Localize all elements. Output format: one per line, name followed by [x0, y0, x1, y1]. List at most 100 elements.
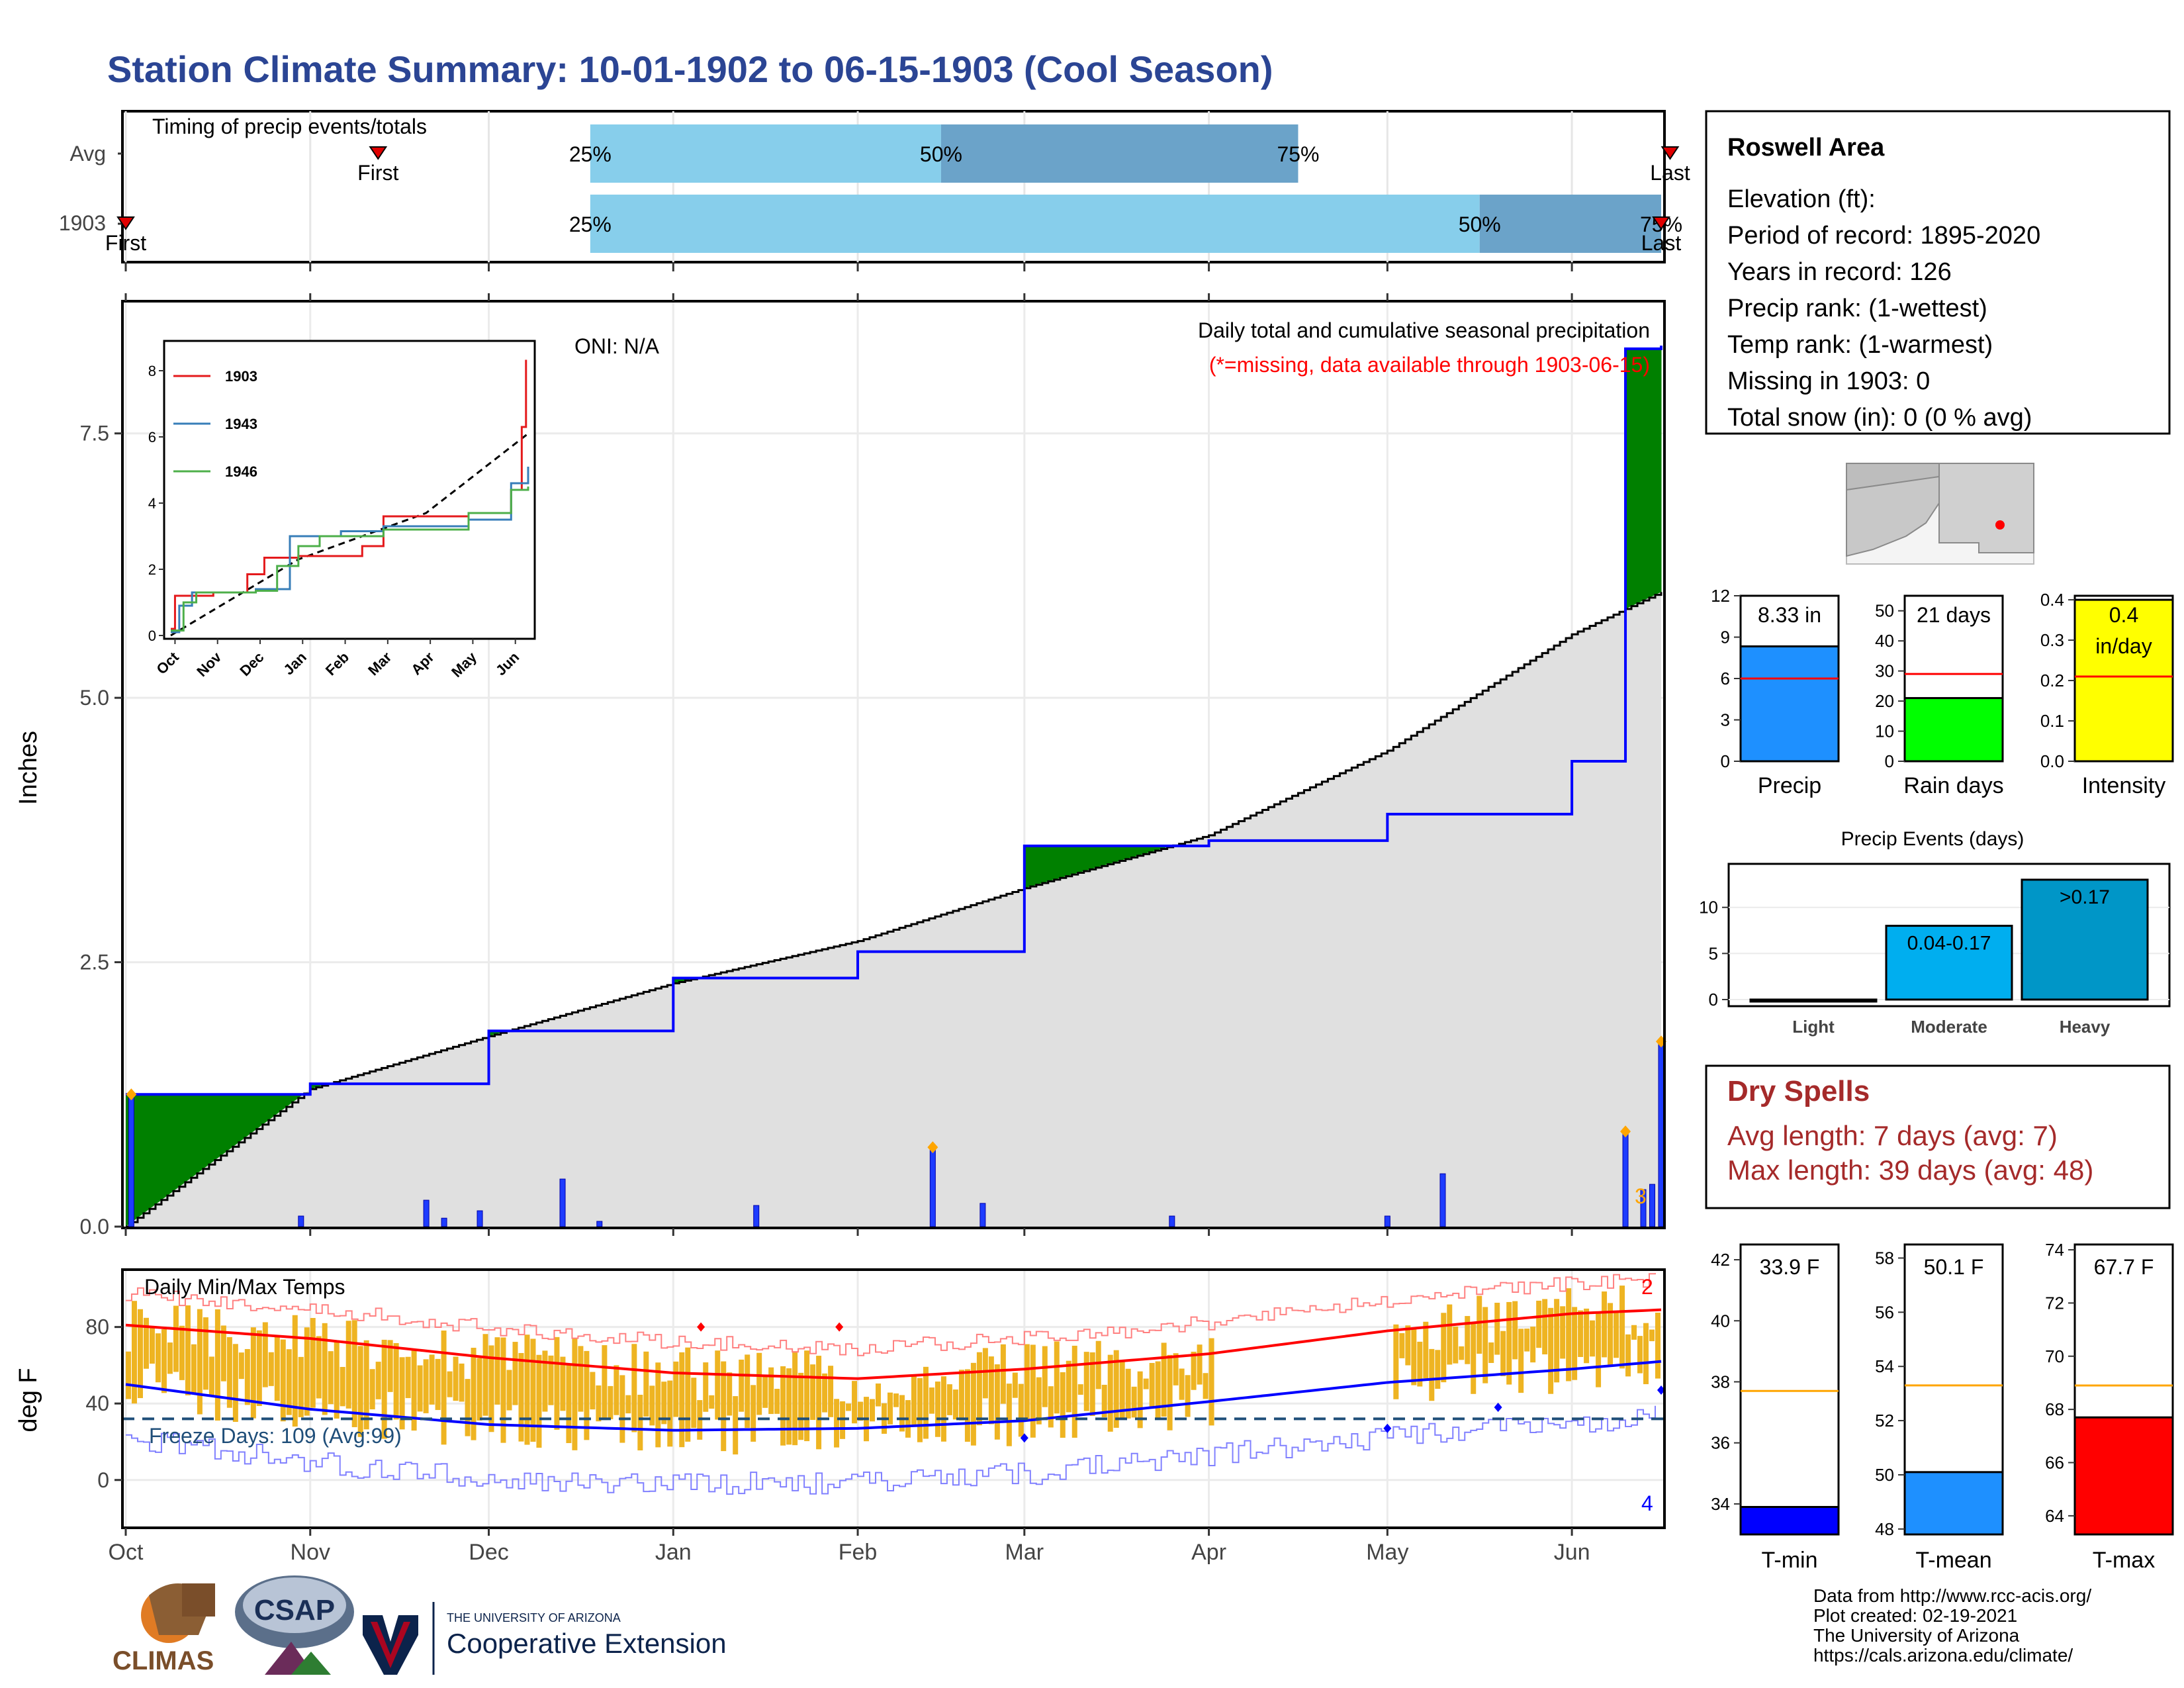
- above-avg-area: [286, 1094, 293, 1107]
- daily-temp-bar: [405, 1356, 411, 1399]
- daily-temp-bar: [816, 1356, 822, 1450]
- daily-temp-bar: [982, 1348, 988, 1399]
- daily-temp-bar: [310, 1318, 316, 1408]
- daily-precip-bar: [753, 1205, 760, 1227]
- temp-ytick-label: 80: [85, 1315, 109, 1339]
- temp-record-marker: [1020, 1433, 1028, 1443]
- footer-credits: Data from http://www.rcc-acis.org/ Plot …: [1813, 1585, 2091, 1665]
- timing-row-1903-label: 1903: [59, 211, 106, 235]
- info-line: Elevation (ft):: [1727, 185, 1876, 213]
- daily-temp-bar: [417, 1365, 423, 1412]
- daily-temp-bar: [952, 1389, 958, 1420]
- daily-temp-bar: [804, 1350, 810, 1442]
- daily-temp-bar: [363, 1340, 369, 1430]
- daily-temp-bar: [536, 1354, 542, 1448]
- temp-summary-ytick-label: 54: [1875, 1356, 1894, 1376]
- above-avg-area: [161, 1094, 168, 1200]
- daily-temp-bar: [1542, 1299, 1548, 1355]
- above-avg-area: [1077, 845, 1085, 873]
- daily-temp-bar: [340, 1366, 345, 1407]
- daily-temp-bar: [721, 1361, 727, 1452]
- above-avg-area: [167, 1094, 174, 1196]
- daily-temp-bar: [1631, 1325, 1637, 1340]
- summary-value-label: 0.4: [2109, 603, 2138, 627]
- daily-temp-bar: [1619, 1286, 1625, 1369]
- temp-summary-ytick-label: 58: [1875, 1248, 1894, 1268]
- above-avg-area: [1066, 845, 1073, 876]
- dry-spells-box: Dry Spells Avg length: 7 days (avg: 7) M…: [1705, 1064, 2171, 1209]
- timing-p50-label: 50%: [1459, 212, 1501, 236]
- summary-bar: [2073, 598, 2174, 763]
- daily-temp-bar: [846, 1403, 852, 1411]
- daily-precip-bar: [559, 1178, 566, 1227]
- temp-count-top: 2: [1641, 1275, 1653, 1299]
- daily-temp-bar: [786, 1368, 792, 1445]
- ua-big-text: Cooperative Extension: [447, 1628, 727, 1659]
- daily-temp-bar: [679, 1352, 685, 1448]
- daily-temp-bar: [203, 1317, 208, 1390]
- daily-temp-bar: [810, 1364, 816, 1421]
- above-avg-area: [494, 1031, 502, 1035]
- ua-logo: THE UNIVERSITY OF ARIZONA Cooperative Ex…: [363, 1602, 727, 1675]
- temp-summary-value: 50.1 F: [1924, 1255, 1984, 1279]
- temp-summary-ytick-label: 64: [2045, 1506, 2064, 1526]
- above-avg-area: [1155, 845, 1162, 851]
- daily-temp-bar: [441, 1331, 447, 1445]
- temp-summary-ytick-label: 68: [2045, 1399, 2064, 1419]
- temp-month-label: Feb: [839, 1540, 878, 1565]
- above-avg-area: [268, 1094, 275, 1121]
- daily-temp-bar: [304, 1327, 310, 1416]
- daily-temp-bar: [625, 1395, 631, 1414]
- info-line: Precip rank: (1-wettest): [1727, 295, 1987, 322]
- events-ytick-label: 10: [1699, 898, 1718, 917]
- csap-logo: CSAP: [235, 1575, 354, 1675]
- daily-temp-bar: [1042, 1346, 1048, 1407]
- above-avg-area: [191, 1094, 198, 1178]
- daily-temp-bar: [471, 1348, 477, 1440]
- precip-ytick-label: 5.0: [80, 686, 109, 710]
- inset-legend-label: 1943: [225, 416, 257, 432]
- temp-summary-ytick-label: 42: [1711, 1250, 1730, 1270]
- daily-temp-bar: [852, 1381, 858, 1424]
- above-avg-area: [1083, 845, 1091, 871]
- above-avg-area: [203, 1094, 210, 1169]
- above-avg-area: [250, 1094, 257, 1134]
- daily-temp-bar: [518, 1352, 524, 1442]
- daily-temp-bar: [1107, 1354, 1113, 1432]
- summary-ytick-label: 0.0: [2040, 751, 2064, 771]
- daily-temp-bar: [1167, 1354, 1173, 1430]
- dry-spells-avg: Avg length: 7 days (avg: 7): [1727, 1120, 2058, 1151]
- daily-temp-bar: [238, 1352, 244, 1380]
- daily-precip-bar: [1649, 1184, 1656, 1227]
- daily-temp-bar: [375, 1362, 381, 1399]
- daily-temp-bar: [1488, 1342, 1494, 1363]
- daily-temp-bar: [1506, 1301, 1512, 1385]
- temp-summary-ytick-label: 72: [2045, 1293, 2064, 1313]
- daily-temp-bar: [185, 1305, 191, 1395]
- above-avg-area: [173, 1094, 180, 1192]
- daily-temp-bar: [887, 1392, 893, 1425]
- temp-record-marker: [835, 1322, 844, 1332]
- temp-summary-bar: [1739, 1506, 1840, 1536]
- events-ytick-label: 5: [1709, 943, 1718, 963]
- daily-temp-bar: [1393, 1324, 1399, 1399]
- daily-temp-bar: [280, 1339, 286, 1422]
- oni-label: ONI: N/A: [574, 334, 660, 358]
- daily-temp-bar: [1137, 1371, 1143, 1429]
- daily-temp-bar: [1596, 1311, 1602, 1387]
- daily-temp-bar: [435, 1358, 441, 1411]
- dry-spells-max: Max length: 39 days (avg: 48): [1727, 1154, 2093, 1186]
- temp-summary-bar: [2073, 1416, 2174, 1536]
- daily-temp-bar: [727, 1372, 733, 1416]
- above-avg-area: [1631, 348, 1638, 606]
- daily-temp-bar: [1512, 1301, 1518, 1360]
- temp-month-label: Jun: [1554, 1540, 1590, 1565]
- daily-temp-bar: [423, 1359, 429, 1413]
- temp-panel: Oct Nov Dec Jan Feb Mar Apr May Jun 0 40 80 deg F D…: [15, 1268, 1666, 1565]
- daily-temp-bar: [1089, 1352, 1095, 1417]
- daily-temp-bar: [1203, 1373, 1208, 1399]
- above-avg-area: [1089, 845, 1097, 870]
- daily-temp-bar: [976, 1352, 982, 1426]
- daily-temp-bar: [917, 1378, 923, 1442]
